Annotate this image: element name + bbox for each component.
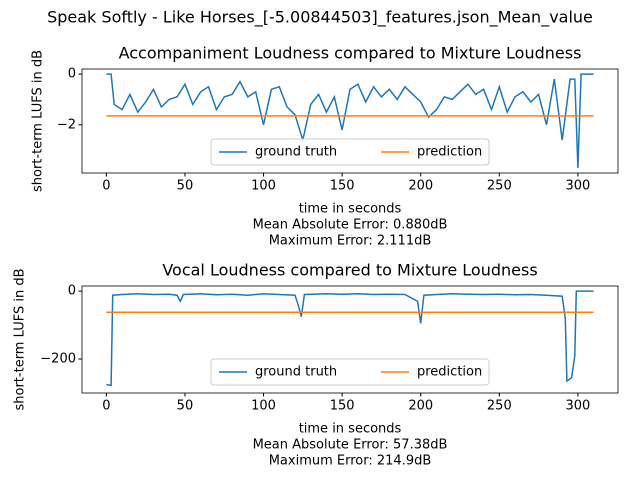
chart-title: Vocal Loudness compared to Mixture Loudn… <box>162 261 537 280</box>
annotation: Maximum Error: 2.111dB <box>269 234 432 249</box>
x-axis-label: time in seconds <box>299 202 402 217</box>
series-line <box>106 73 594 168</box>
y-tick-label: 0 <box>68 284 76 299</box>
x-tick-label: 0 <box>102 179 110 194</box>
y-tick-label: 0 <box>68 67 76 82</box>
x-tick-label: 50 <box>177 179 194 194</box>
y-tick-label: −200 <box>40 352 76 367</box>
series-line <box>106 290 594 387</box>
x-tick-label: 0 <box>102 399 110 414</box>
x-tick-label: 150 <box>330 179 355 194</box>
x-tick-label: 300 <box>566 399 591 414</box>
x-tick-label: 200 <box>408 399 433 414</box>
x-tick-label: 300 <box>566 179 591 194</box>
x-tick-label: 250 <box>487 399 512 414</box>
x-tick-label: 150 <box>330 399 355 414</box>
x-tick-label: 100 <box>251 179 276 194</box>
y-tick-label: −2 <box>57 117 76 132</box>
plot-frame <box>81 285 619 394</box>
y-axis-label: short-term LUFS in dB <box>13 268 28 410</box>
y-axis-label: short-term LUFS in dB <box>31 50 46 192</box>
x-axis-label: time in seconds <box>299 422 402 437</box>
plot-frame <box>81 68 619 174</box>
annotation: Mean Absolute Error: 57.38dB <box>253 438 448 453</box>
x-tick-label: 100 <box>251 399 276 414</box>
annotation: Maximum Error: 214.9dB <box>269 454 432 469</box>
x-tick-label: 200 <box>408 179 433 194</box>
legend-label: ground truth <box>255 145 337 160</box>
legend-label: ground truth <box>255 365 337 380</box>
figure-title: Speak Softly - Like Horses_[-5.00844503]… <box>47 8 593 28</box>
annotation: Mean Absolute Error: 0.880dB <box>253 218 448 233</box>
legend-label: prediction <box>417 145 482 160</box>
legend-box <box>210 138 490 166</box>
x-tick-label: 50 <box>177 399 194 414</box>
legend-box <box>210 358 490 386</box>
x-tick-label: 250 <box>487 179 512 194</box>
legend-label: prediction <box>417 365 482 380</box>
chart-title: Accompaniment Loudness compared to Mixtu… <box>119 44 582 63</box>
